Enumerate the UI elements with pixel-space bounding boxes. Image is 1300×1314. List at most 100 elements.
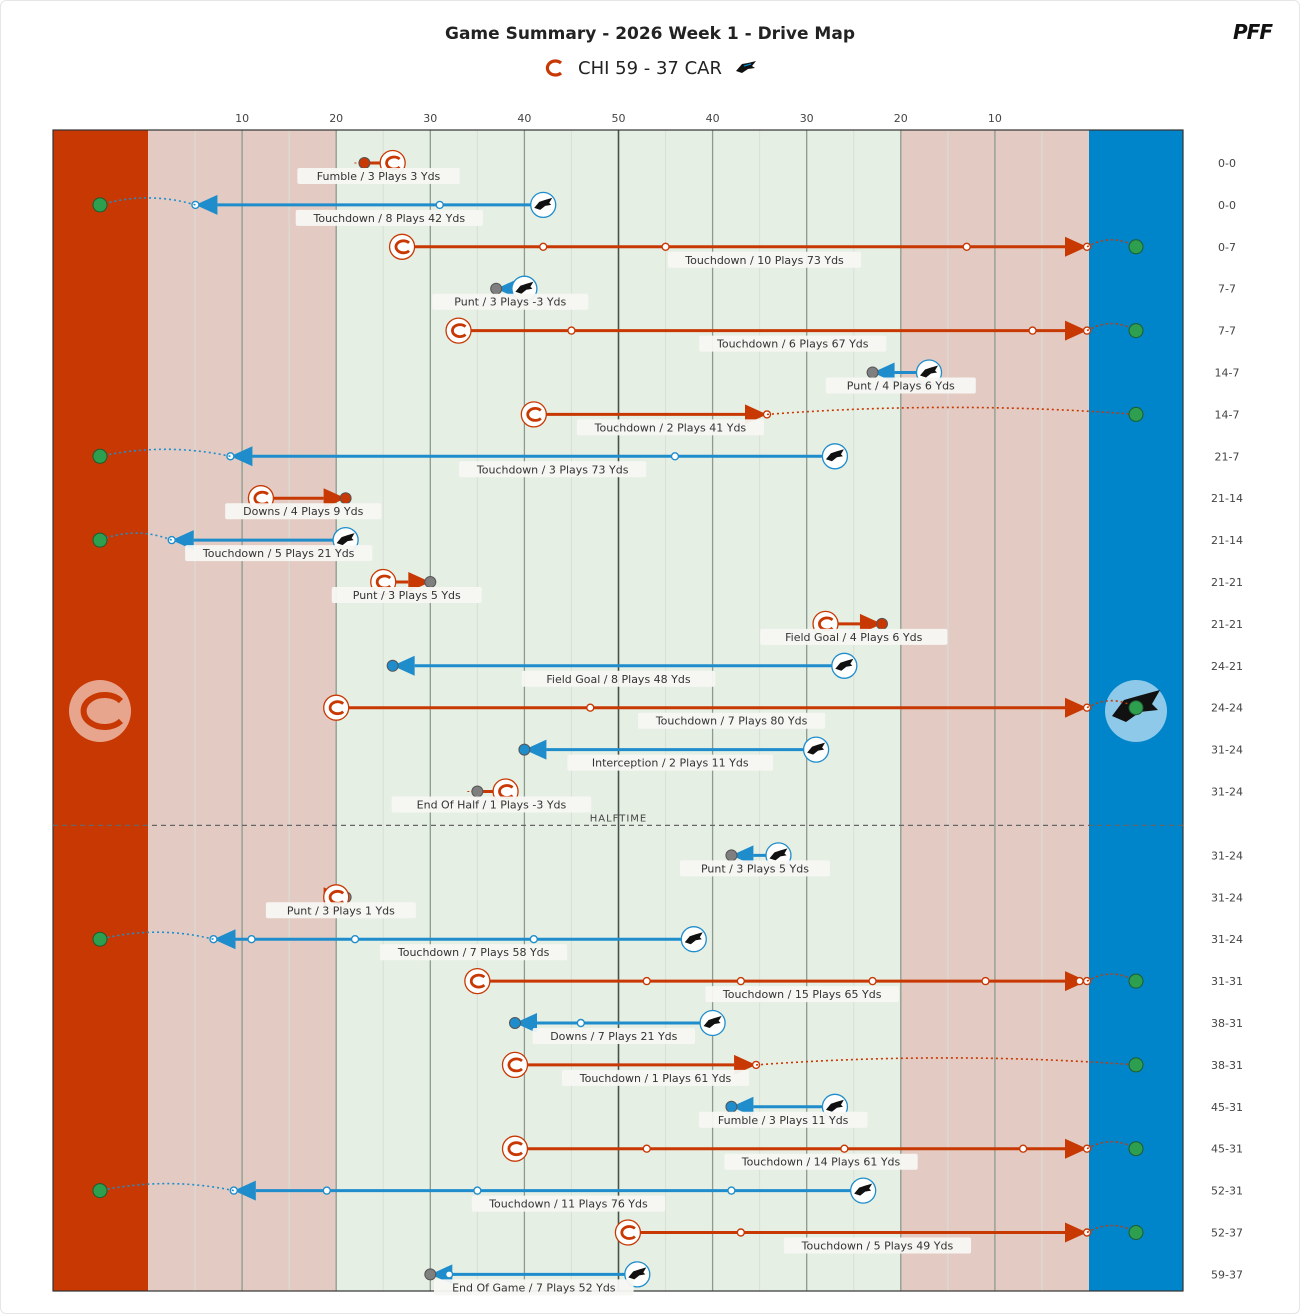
drive-label-bg [783, 1237, 972, 1254]
bears-c [328, 700, 345, 716]
drive-label: Interception / 2 Plays 11 Yds [592, 757, 749, 770]
pff-brand-logo: PFF [1233, 20, 1273, 44]
drive-row: Touchdown / 15 Plays 65 Yds 31-31 [464, 967, 1243, 1003]
drive-label-bg [576, 419, 764, 436]
drive-label: Punt / 3 Plays -3 Yds [454, 296, 566, 309]
panther-head [703, 1016, 722, 1028]
bears-logo-icon [388, 233, 416, 260]
panther-head [825, 1099, 844, 1112]
touchdown-dot [1128, 973, 1144, 989]
drive-label-bg [432, 293, 589, 310]
bears-logo-icon [445, 317, 472, 344]
play-marker [981, 976, 990, 986]
play-marker [539, 242, 548, 252]
panthers-logo-icon [699, 1009, 726, 1037]
drive-label: Touchdown / 7 Plays 58 Yds [397, 946, 550, 959]
icon-ring [323, 694, 350, 721]
drive-label: Field Goal / 4 Plays 6 Yds [785, 631, 922, 644]
drive-score: 24-21 [1211, 660, 1243, 673]
drive-label: Punt / 3 Plays 5 Yds [701, 862, 809, 875]
icon-ring [501, 1051, 529, 1079]
drive-end-dot [866, 366, 879, 379]
drive-score: 31-24 [1211, 849, 1243, 862]
drive-row: Punt / 3 Plays 1 Yds 31-24 [265, 884, 1243, 919]
drive-arrow-head [1065, 697, 1087, 718]
touchdown-dot [1128, 1141, 1144, 1157]
touchdown-dot [92, 931, 108, 947]
play-marker [576, 1018, 586, 1028]
bears-c-mark [80, 692, 124, 730]
drive-row: Fumble / 3 Plays 11 Yds 45-31 [698, 1093, 1243, 1128]
drive-row: End Of Half / 1 Plays -3 Yds 31-24 [391, 778, 1243, 813]
panther-head [684, 932, 703, 945]
drive-label: Touchdown / 1 Plays 61 Yds [579, 1072, 732, 1085]
drive-row: Punt / 3 Plays 5 Yds 21-21 [331, 568, 1243, 603]
drive-label-bg [295, 209, 483, 226]
drive-label-bg [698, 1111, 868, 1128]
drive-label: Touchdown / 5 Plays 49 Yds [801, 1240, 954, 1253]
td-connector [99, 448, 231, 458]
drive-label-bg [638, 712, 826, 729]
drive-score: 21-7 [1215, 450, 1240, 463]
axis-tick-label: 20 [329, 112, 343, 125]
panther-head [807, 742, 826, 755]
touchdown-dot [92, 1183, 108, 1199]
play-marker [1075, 976, 1084, 986]
drive-score: 45-31 [1211, 1101, 1243, 1114]
drive-label: Touchdown / 11 Plays 76 Yds [488, 1198, 648, 1211]
touchdown-dot [92, 532, 108, 548]
touchdown-dot [1128, 406, 1144, 422]
drive-arrow-head [233, 1180, 256, 1201]
axis-tick-label: 10 [988, 112, 1002, 125]
drive-score: 0-7 [1218, 241, 1236, 254]
icon-ring [388, 233, 416, 260]
drive-label: Field Goal / 8 Plays 48 Yds [546, 673, 690, 686]
axis-tick-label: 10 [235, 112, 249, 125]
play-marker [247, 935, 256, 944]
drive-label: Touchdown / 15 Plays 65 Yds [722, 988, 882, 1001]
icon-ring [464, 967, 491, 995]
score-line: CHI 59 - 37 CAR [0, 57, 1300, 79]
axis-tick-label: 40 [706, 112, 720, 125]
drive-label: Fumble / 3 Plays 11 Yds [718, 1114, 849, 1127]
play-marker [736, 976, 746, 986]
drive-label-bg [699, 335, 887, 352]
drive-label: Touchdown / 5 Plays 21 Yds [202, 547, 355, 560]
drive-end-dot [490, 282, 503, 295]
chart-title: Game Summary - 2026 Week 1 - Drive Map [445, 24, 855, 44]
drive-row: Punt / 4 Plays 6 Yds 14-7 [825, 359, 1239, 394]
play-marker [840, 1144, 849, 1153]
drive-end-dot [471, 785, 484, 798]
panther-head [336, 533, 355, 546]
drive-arrow-head [524, 739, 547, 760]
drive-label: Touchdown / 2 Plays 41 Yds [594, 421, 747, 434]
drive-row: Interception / 2 Plays 11 Yds 31-24 [518, 736, 1243, 771]
drive-label-bg [185, 545, 373, 562]
drive-row: Touchdown / 14 Plays 61 Yds 45-31 [501, 1135, 1243, 1170]
drive-label: Touchdown / 10 Plays 73 Yds [684, 254, 844, 267]
panther-head [534, 197, 553, 210]
drive-score: 52-37 [1211, 1227, 1243, 1240]
bears-endzone-logo-icon [69, 680, 131, 742]
drive-row: Downs / 4 Plays 9 Yds 21-14 [225, 485, 1243, 520]
panther-head [835, 658, 854, 671]
play-marker [586, 703, 595, 712]
touchdown-dot [1128, 700, 1144, 716]
touchdown-dot [92, 448, 108, 464]
drive-label-bg [679, 860, 830, 877]
play-marker [727, 1186, 736, 1195]
drive-label-bg [265, 902, 416, 919]
drive-arrow-head [1065, 1138, 1087, 1159]
drive-row: Touchdown / 3 Plays 73 Yds 21-7 [92, 443, 1240, 478]
drive-score: 31-24 [1211, 891, 1243, 904]
drive-label: Punt / 3 Plays 1 Yds [287, 904, 395, 917]
panther-head [769, 848, 788, 861]
panther-head [628, 1267, 647, 1280]
drive-score: 38-31 [1211, 1059, 1243, 1072]
drive-label-bg [459, 461, 647, 478]
bears-c [507, 1141, 523, 1157]
drive-score: 21-14 [1211, 534, 1243, 547]
drive-row: Touchdown / 5 Plays 49 Yds 52-37 [614, 1219, 1243, 1254]
drive-label: Touchdown / 6 Plays 67 Yds [716, 338, 869, 351]
